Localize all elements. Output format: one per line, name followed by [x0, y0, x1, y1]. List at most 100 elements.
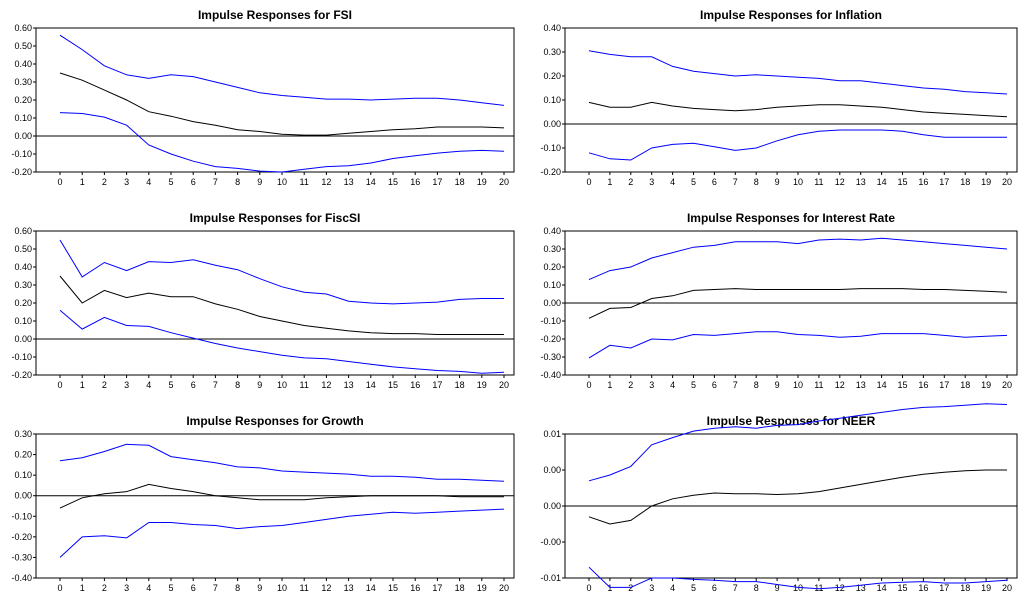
- chart-title: Impulse Responses for Inflation: [700, 8, 882, 22]
- plot-frame: [35, 27, 515, 173]
- y-tick-label: -0.30: [540, 352, 561, 362]
- panel-fsi: Impulse Responses for FSI -0.20 -0.10 0.00…: [11, 8, 515, 187]
- y-tick-label: 0.00: [14, 131, 32, 141]
- x-tick-label: 9: [257, 583, 262, 593]
- y-tick-label: 0.40: [543, 23, 561, 33]
- x-tick-label: 17: [939, 583, 949, 593]
- x-tick-label: 15: [388, 177, 398, 187]
- x-tick-label: 9: [775, 583, 780, 593]
- y-tick-label: 0.20: [14, 450, 32, 460]
- x-tick-label: 4: [146, 177, 151, 187]
- panel-neer: Impulse Responses for NEER -0.01 -0.00 0.0…: [540, 403, 1018, 593]
- x-tick-label: 16: [410, 177, 420, 187]
- y-tick-label: 0.30: [14, 77, 32, 87]
- x-tick-label: 0: [586, 177, 591, 187]
- x-tick-label: 5: [168, 583, 173, 593]
- plot-frame: [35, 230, 515, 376]
- y-tick-label: 0.10: [14, 316, 32, 326]
- x-tick-label: 17: [432, 380, 442, 390]
- y-tick-label: 0.20: [14, 95, 32, 105]
- y-tick-label: 0.30: [543, 244, 561, 254]
- x-tick-label: 19: [981, 380, 991, 390]
- x-tick-label: 20: [1002, 583, 1012, 593]
- x-tick-label: 6: [712, 380, 717, 390]
- y-tick-label: 0.20: [14, 298, 32, 308]
- x-tick-label: 8: [235, 177, 240, 187]
- x-tick-label: 13: [856, 380, 866, 390]
- y-tick-label: 0.00: [14, 334, 32, 344]
- x-tick-label: 7: [733, 583, 738, 593]
- x-tick-label: 11: [300, 177, 309, 187]
- x-tick-label: 5: [691, 177, 696, 187]
- x-tick-label: 2: [102, 177, 107, 187]
- x-tick-label: 9: [775, 177, 780, 187]
- y-tick-label: 0.00: [543, 465, 561, 475]
- x-tick-label: 0: [586, 380, 591, 390]
- x-tick-label: 8: [754, 177, 759, 187]
- x-tick-label: 5: [168, 177, 173, 187]
- x-tick-label: 3: [649, 583, 654, 593]
- response-line: [588, 101, 1008, 118]
- upper-band-line: [588, 403, 1008, 482]
- response-line: [59, 275, 504, 335]
- x-tick-label: 2: [102, 380, 107, 390]
- y-tick-label: 0.50: [14, 41, 32, 51]
- x-tick-label: 6: [191, 583, 196, 593]
- x-tick-label: 4: [670, 380, 675, 390]
- y-tick-label: -0.20: [540, 334, 561, 344]
- panel-inflation: Impulse Responses for Inflation -0.20 -0.…: [540, 8, 1018, 187]
- x-tick-label: 12: [321, 380, 331, 390]
- x-tick-label: 14: [366, 177, 376, 187]
- x-tick-label: 9: [257, 380, 262, 390]
- x-tick-label: 16: [410, 380, 420, 390]
- x-tick-label: 20: [1002, 380, 1012, 390]
- x-tick-label: 20: [499, 380, 509, 390]
- y-tick-label: -0.10: [11, 352, 32, 362]
- upper-band-line: [59, 34, 505, 106]
- chart-title: Impulse Responses for FSI: [198, 8, 352, 22]
- panel-interest-rate: Impulse Responses for Interest Rate -0.4…: [540, 211, 1018, 390]
- response-line: [588, 469, 1007, 525]
- x-tick-label: 19: [981, 583, 991, 593]
- y-tick-label: 0.50: [14, 244, 32, 254]
- x-tick-label: 1: [607, 583, 612, 593]
- x-tick-label: 7: [213, 583, 218, 593]
- y-tick-label: 0.40: [14, 59, 32, 69]
- y-tick-label: 0.60: [14, 226, 32, 236]
- y-tick-label: 0.01: [543, 429, 561, 439]
- y-tick-label: -0.10: [11, 149, 32, 159]
- x-tick-label: 13: [344, 583, 354, 593]
- y-tick-label: 0.30: [14, 429, 32, 439]
- y-tick-label: 0.00: [14, 491, 32, 501]
- x-tick-label: 15: [897, 583, 907, 593]
- y-tick-label: -0.10: [540, 316, 561, 326]
- x-tick-label: 0: [57, 177, 62, 187]
- x-tick-label: 17: [939, 177, 949, 187]
- y-tick-label: 0.30: [14, 280, 32, 290]
- y-tick-label: -0.00: [540, 537, 561, 547]
- x-tick-label: 5: [691, 583, 696, 593]
- x-tick-label: 10: [793, 177, 803, 187]
- x-tick-label: 1: [80, 380, 85, 390]
- x-tick-label: 5: [168, 380, 173, 390]
- x-tick-label: 20: [1002, 177, 1012, 187]
- x-tick-label: 14: [877, 380, 887, 390]
- y-tick-label: 0.00: [543, 298, 561, 308]
- x-tick-label: 14: [366, 583, 376, 593]
- x-tick-label: 0: [57, 380, 62, 390]
- response-line: [59, 72, 505, 136]
- x-tick-label: 8: [235, 583, 240, 593]
- x-tick-label: 15: [388, 583, 398, 593]
- x-tick-label: 10: [793, 380, 803, 390]
- x-tick-label: 13: [344, 380, 354, 390]
- x-tick-label: 10: [277, 177, 287, 187]
- chart-title: Impulse Responses for Growth: [186, 414, 363, 428]
- upper-band-line: [588, 237, 1008, 281]
- x-tick-label: 10: [277, 583, 287, 593]
- response-line: [588, 288, 1008, 319]
- x-tick-label: 9: [775, 380, 780, 390]
- x-tick-label: 3: [124, 583, 129, 593]
- y-tick-label: 0.40: [543, 226, 561, 236]
- x-tick-label: 19: [477, 177, 487, 187]
